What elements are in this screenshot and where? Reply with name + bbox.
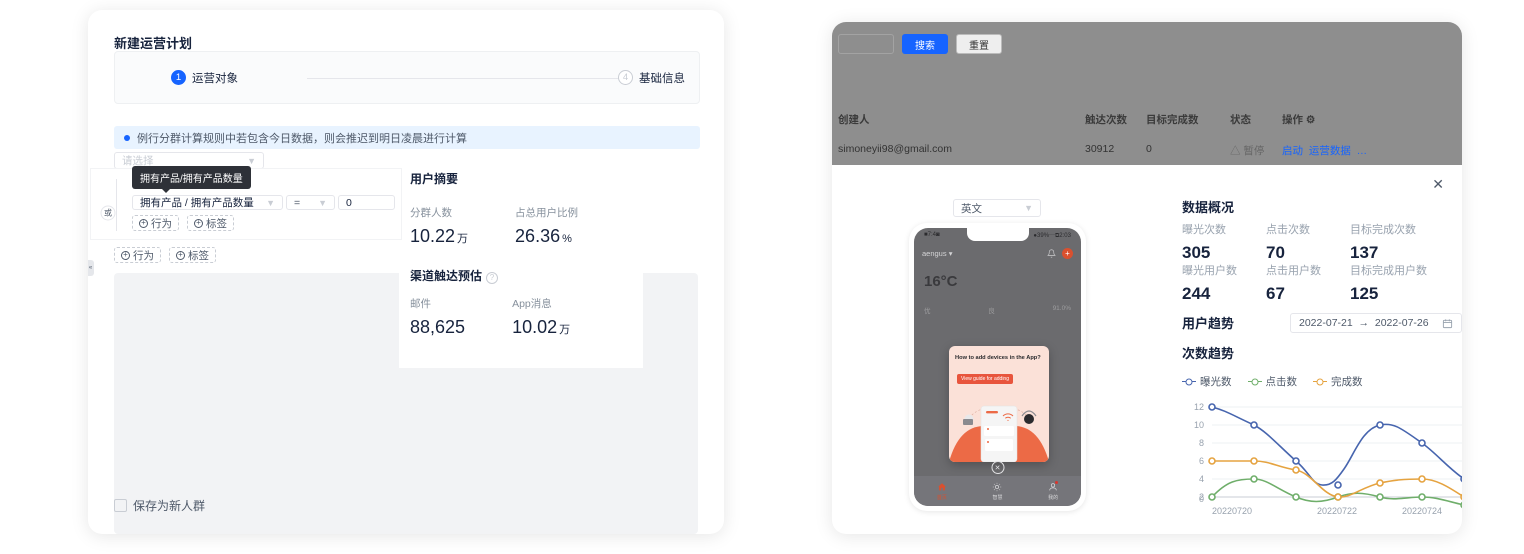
svg-text:6: 6 (1199, 456, 1204, 466)
svg-text:0: 0 (1199, 494, 1204, 504)
svg-text:8: 8 (1199, 438, 1204, 448)
svg-text:20220720: 20220720 (1212, 506, 1252, 516)
svg-text:4: 4 (1199, 474, 1204, 484)
svg-text:10: 10 (1194, 420, 1204, 430)
svg-text:12: 12 (1194, 402, 1204, 412)
svg-text:20220722: 20220722 (1317, 506, 1357, 516)
svg-text:20220724: 20220724 (1402, 506, 1442, 516)
